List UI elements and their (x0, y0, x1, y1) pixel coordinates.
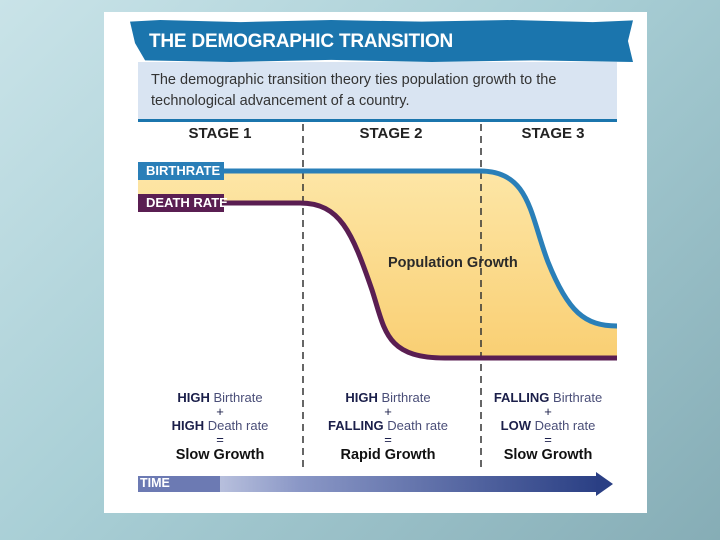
equals-sign: = (384, 432, 392, 447)
stage-1-summary: HIGH Birthrate + HIGH Death rate = Slow … (150, 390, 290, 464)
growth-result: Rapid Growth (340, 447, 436, 463)
birth-word: Birthrate (381, 390, 431, 405)
population-growth-area (138, 171, 617, 358)
death-level: FALLING (328, 418, 384, 433)
stage-3-label: STAGE 3 (521, 125, 585, 142)
equals-sign: = (544, 432, 552, 447)
intro-text: The demographic transition theory ties p… (151, 72, 557, 109)
time-tag-bg (138, 476, 220, 492)
growth-result: Slow Growth (175, 447, 265, 463)
birth-level: HIGH (345, 390, 378, 405)
time-arrow-bar (138, 476, 600, 492)
stage-3-summary: FALLING Birthrate + LOW Death rate = Slo… (478, 390, 618, 464)
plus-sign: + (216, 404, 224, 419)
birth-line: HIGH Birthrate (150, 390, 290, 406)
equals-sign: = (216, 432, 224, 447)
birth-word: Birthrate (213, 390, 263, 405)
death-line: HIGH Death rate (150, 418, 290, 434)
death-rate-label: DEATH RATE (146, 195, 228, 210)
birthrate-tag-bg (138, 162, 224, 180)
time-arrow-head (596, 472, 613, 496)
death-line: LOW Death rate (478, 418, 618, 434)
death-word: Death rate (387, 418, 448, 433)
time-label: TIME (140, 476, 170, 490)
stage-2-label: STAGE 2 (359, 125, 423, 142)
stage-2-summary: HIGH Birthrate + FALLING Death rate = Ra… (318, 390, 458, 464)
plus-sign: + (384, 404, 392, 419)
death-level: LOW (500, 418, 531, 433)
birth-level: FALLING (493, 390, 550, 405)
death-word: Death rate (207, 418, 269, 433)
birth-line: HIGH Birthrate (318, 390, 458, 406)
population-growth-label: Population Growth (388, 255, 518, 271)
plus-sign: + (544, 404, 552, 419)
birthrate-label: BIRTHRATE (146, 163, 221, 178)
title-banner (130, 20, 633, 62)
death-rate-line (138, 200, 617, 361)
intro-box (138, 62, 617, 120)
death-line: FALLING Death rate (318, 418, 458, 434)
birth-level: HIGH (177, 390, 210, 405)
growth-result: Slow Growth (503, 447, 593, 463)
death-rate-tag-bg (138, 194, 224, 212)
birthrate-line (138, 168, 618, 329)
stage-1-label: STAGE 1 (188, 125, 252, 142)
death-word: Death rate (534, 418, 596, 433)
birth-line: FALLING Birthrate (478, 390, 618, 406)
intro-divider (138, 119, 617, 122)
death-level: HIGH (171, 418, 205, 433)
birth-word: Birthrate (553, 390, 603, 405)
diagram-title: THE DEMOGRAPHIC TRANSITION (149, 31, 454, 52)
